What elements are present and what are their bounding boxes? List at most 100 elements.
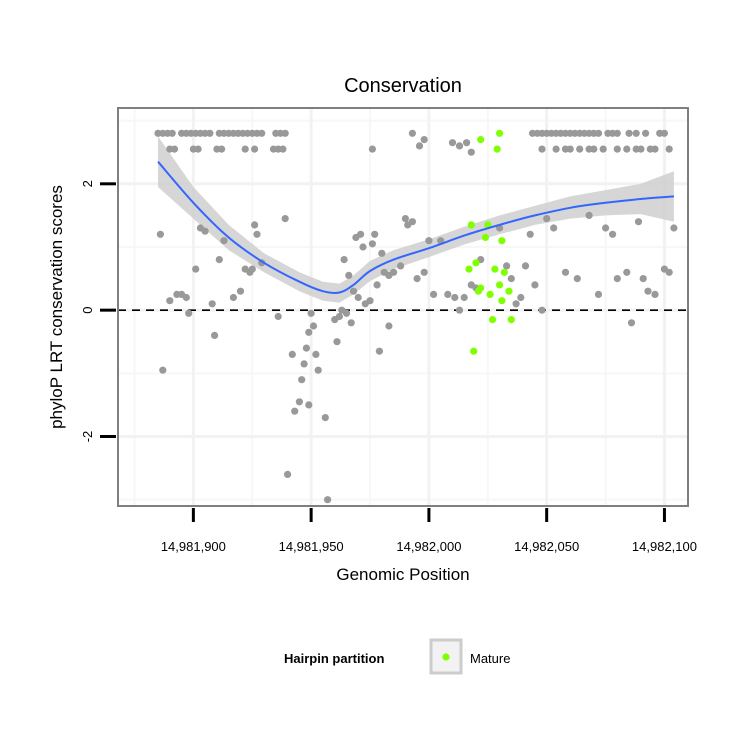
data-point — [206, 129, 214, 137]
data-point — [192, 265, 200, 273]
legend-mature-point — [442, 653, 450, 661]
y-tick-label: -2 — [80, 431, 95, 443]
data-point — [390, 268, 398, 276]
plot-panel — [117, 107, 689, 507]
data-point — [455, 142, 464, 150]
data-point — [194, 145, 202, 153]
chart-title: Conservation — [344, 75, 462, 97]
data-point-mature — [465, 265, 473, 273]
data-point — [321, 414, 329, 422]
data-point — [660, 129, 669, 137]
data-point — [340, 256, 348, 264]
legend-key-box — [429, 638, 463, 675]
data-point — [215, 256, 223, 264]
data-point — [665, 145, 673, 153]
data-point — [507, 275, 515, 283]
data-point — [357, 230, 365, 238]
data-point-mature — [477, 136, 485, 144]
data-point — [590, 145, 598, 153]
data-point — [625, 129, 633, 137]
data-point — [460, 293, 468, 302]
data-point — [342, 309, 351, 317]
data-point — [335, 312, 343, 321]
data-point — [371, 230, 379, 238]
data-point — [345, 271, 353, 279]
data-point-mature — [505, 287, 513, 295]
y-tick-label: 0 — [80, 307, 95, 314]
data-point — [613, 129, 621, 137]
data-point — [408, 129, 416, 137]
data-point-mature — [493, 145, 501, 153]
data-point — [425, 237, 433, 245]
data-point — [305, 328, 313, 336]
data-point — [359, 243, 367, 251]
legend-title: Hairpin partition — [284, 651, 384, 666]
data-point — [512, 300, 520, 308]
x-tick-label: 14,981,900 — [161, 539, 226, 554]
data-point — [229, 293, 237, 302]
data-point — [274, 312, 282, 321]
data-point — [281, 215, 289, 223]
data-point — [253, 230, 261, 238]
data-point — [236, 287, 245, 295]
data-point-mature — [481, 233, 489, 242]
data-point — [550, 224, 558, 232]
data-point — [159, 366, 167, 374]
data-point — [552, 145, 560, 153]
data-point — [644, 287, 652, 295]
data-point — [526, 230, 534, 238]
x-tick-label: 14,982,100 — [632, 539, 697, 554]
data-point — [354, 293, 362, 302]
data-point — [166, 297, 174, 305]
data-point — [463, 139, 471, 147]
data-point-mature — [498, 297, 506, 305]
x-tick-label: 14,982,050 — [514, 539, 579, 554]
data-point-mature — [484, 221, 492, 229]
data-point — [602, 224, 610, 232]
data-point — [613, 145, 621, 153]
data-point — [576, 145, 584, 153]
data-point — [220, 237, 228, 245]
data-point — [451, 293, 459, 302]
data-point — [627, 319, 636, 327]
data-point — [599, 145, 607, 153]
data-point — [258, 129, 266, 137]
data-point — [665, 268, 673, 276]
data-point-mature — [507, 316, 515, 324]
data-point — [531, 281, 539, 289]
data-point — [375, 347, 383, 355]
data-point — [566, 145, 574, 153]
data-point — [413, 275, 421, 283]
y-tick-label: 2 — [80, 180, 95, 187]
data-point — [284, 470, 292, 478]
data-point — [444, 290, 452, 298]
data-point — [324, 496, 332, 504]
data-point — [185, 309, 193, 317]
data-point — [312, 350, 320, 358]
data-point — [594, 129, 603, 137]
data-point-mature — [472, 259, 480, 267]
data-point — [182, 293, 190, 302]
data-point — [305, 401, 313, 409]
data-point — [349, 287, 358, 295]
data-point — [637, 145, 645, 153]
data-point-mature — [496, 129, 504, 137]
data-point-mature — [467, 221, 475, 229]
legend: Hairpin partition Mature — [284, 638, 510, 675]
gridlines — [118, 108, 688, 506]
smooth-fit-line — [157, 161, 674, 295]
panel-border — [117, 107, 689, 507]
series-mature-points — [465, 129, 515, 355]
data-point-mature — [500, 268, 508, 276]
data-point — [298, 376, 306, 384]
data-point — [368, 240, 376, 248]
y-axis: -2 0 2 — [80, 180, 116, 442]
x-tick-label: 14,981,950 — [279, 539, 344, 554]
x-axis-label: Genomic Position — [336, 565, 469, 584]
data-point — [634, 218, 643, 226]
data-point — [430, 290, 438, 298]
data-point — [639, 275, 647, 283]
data-point — [613, 275, 621, 283]
data-point-mature — [498, 237, 506, 245]
